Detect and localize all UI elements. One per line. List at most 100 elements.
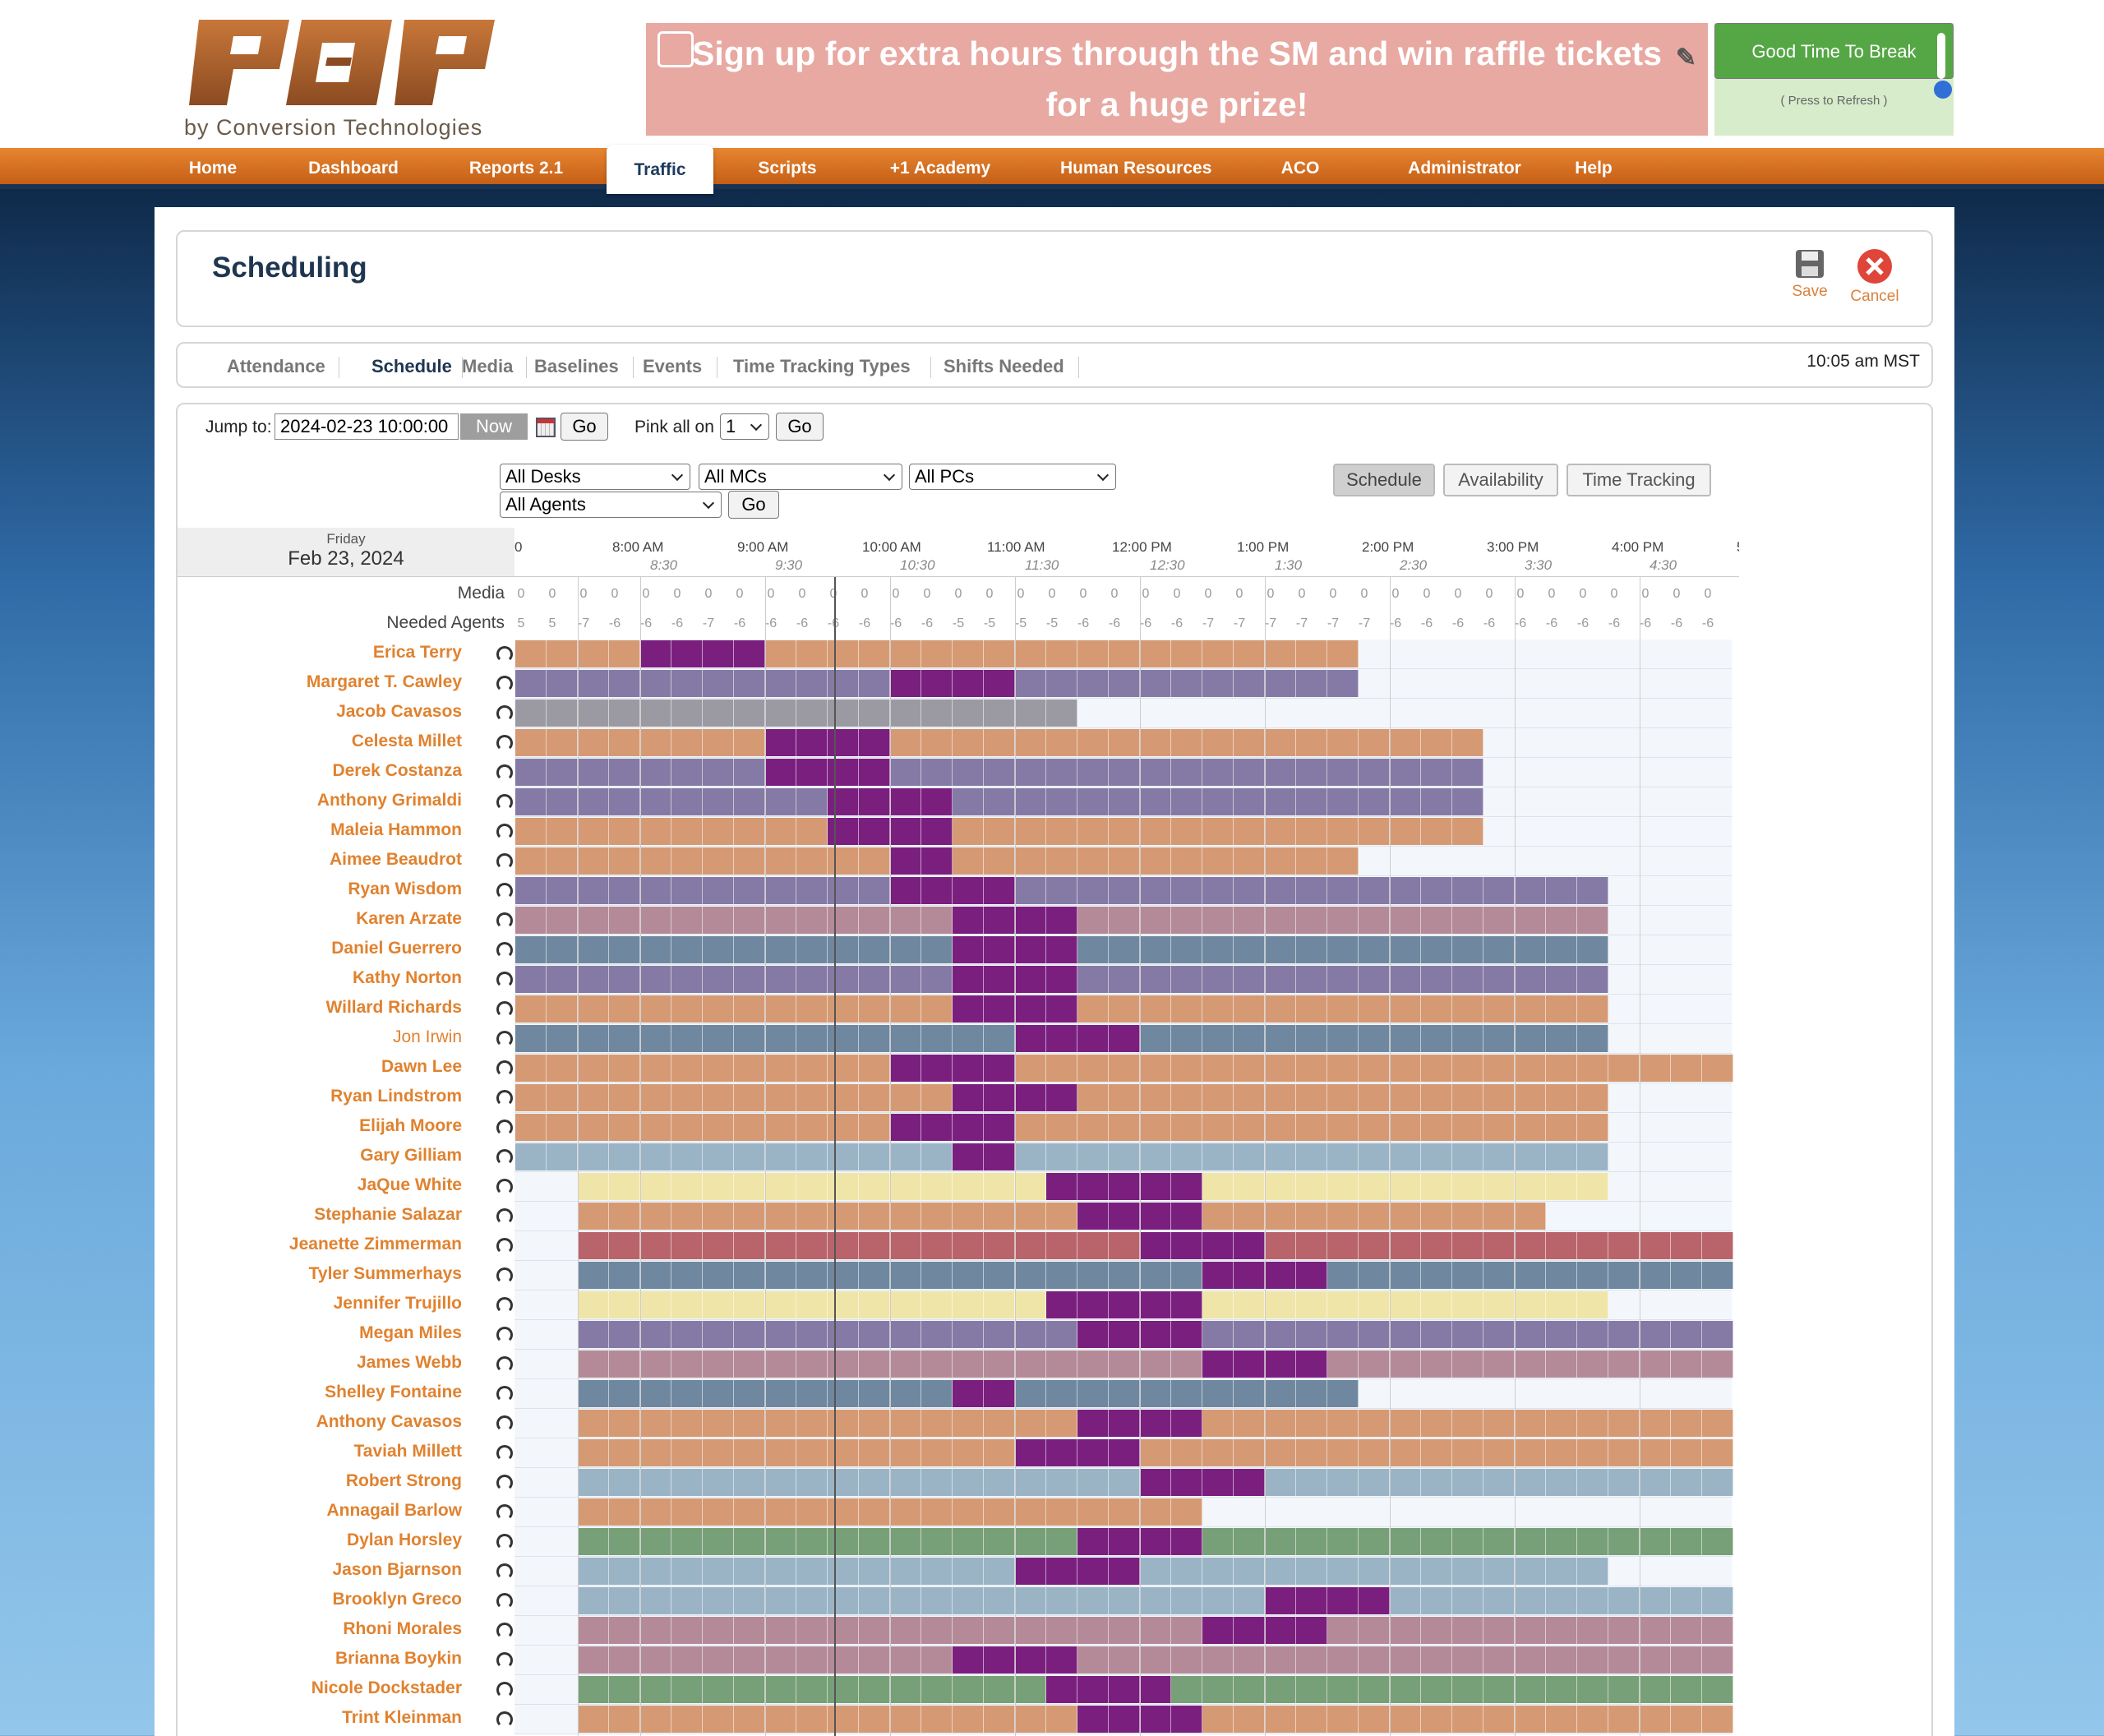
shift-slot[interactable] (1296, 995, 1327, 1023)
shift-slot[interactable] (1640, 1410, 1671, 1437)
shift-slot[interactable] (859, 1380, 890, 1407)
shift-slot[interactable] (890, 1558, 921, 1585)
shift-slot[interactable] (859, 1321, 890, 1348)
shift-slot[interactable] (828, 1439, 859, 1466)
shift-slot[interactable] (1327, 1528, 1359, 1555)
shift-slot[interactable] (609, 936, 640, 963)
shift-slot[interactable] (1577, 1558, 1608, 1585)
shift-slot[interactable] (1483, 1114, 1515, 1141)
shift-slot[interactable] (828, 1380, 859, 1407)
shift-slot[interactable] (1483, 1617, 1515, 1644)
break-slot[interactable] (921, 670, 953, 697)
shift-slot[interactable] (1608, 1055, 1640, 1082)
shift-slot[interactable] (1265, 788, 1296, 815)
shift-slot[interactable] (1015, 1380, 1046, 1407)
shift-slot[interactable] (1483, 1706, 1515, 1733)
shift-slot[interactable] (1140, 907, 1171, 934)
shift-slot[interactable] (1483, 936, 1515, 963)
shift-slot[interactable] (1171, 788, 1202, 815)
break-slot[interactable] (1265, 1262, 1296, 1289)
shift-slot[interactable] (921, 1617, 953, 1644)
shift-slot[interactable] (1421, 1143, 1452, 1170)
shift-slot[interactable] (578, 1558, 609, 1585)
shift-slot[interactable] (1202, 1173, 1234, 1200)
shift-slot[interactable] (1608, 1439, 1640, 1466)
shift-slot[interactable] (1265, 1528, 1296, 1555)
shift-slot[interactable] (1702, 1676, 1733, 1703)
break-slot[interactable] (1046, 966, 1077, 993)
shift-slot[interactable] (1515, 1410, 1546, 1437)
shift-slot[interactable] (515, 1025, 547, 1052)
shift-slot[interactable] (1015, 1410, 1046, 1437)
break-slot[interactable] (828, 788, 859, 815)
shift-slot[interactable] (1296, 1380, 1327, 1407)
shift-slot[interactable] (1452, 1676, 1483, 1703)
shift-slot[interactable] (703, 966, 734, 993)
break-slot[interactable] (1046, 1291, 1077, 1318)
shift-slot[interactable] (1015, 1469, 1046, 1496)
shift-slot[interactable] (1546, 1025, 1577, 1052)
shift-slot[interactable] (640, 907, 671, 934)
agent-name[interactable]: Margaret T. Cawley (306, 672, 462, 691)
shift-slot[interactable] (1452, 1410, 1483, 1437)
break-toggle[interactable] (1937, 33, 1945, 79)
shift-slot[interactable] (1015, 1055, 1046, 1082)
shift-slot[interactable] (578, 1350, 609, 1378)
shift-slot[interactable] (1640, 1055, 1671, 1082)
shift-slot[interactable] (859, 670, 890, 697)
shift-slot[interactable] (796, 936, 828, 963)
break-slot[interactable] (1265, 1350, 1296, 1378)
shift-slot[interactable] (1421, 1469, 1452, 1496)
shift-slot[interactable] (796, 1439, 828, 1466)
shift-slot[interactable] (953, 1203, 984, 1230)
shift-slot[interactable] (1702, 1232, 1733, 1259)
break-slot[interactable] (1202, 1469, 1234, 1496)
shift-slot[interactable] (1202, 877, 1234, 904)
break-slot[interactable] (1202, 1232, 1234, 1259)
shift-slot[interactable] (1483, 1321, 1515, 1348)
break-slot[interactable] (1077, 1173, 1109, 1200)
shift-slot[interactable] (1577, 1617, 1608, 1644)
shift-slot[interactable] (1421, 907, 1452, 934)
shift-slot[interactable] (578, 847, 609, 875)
shift-slot[interactable] (1421, 1528, 1452, 1555)
shift-slot[interactable] (953, 1498, 984, 1526)
shift-slot[interactable] (765, 966, 796, 993)
shift-slot[interactable] (1608, 1706, 1640, 1733)
shift-slot[interactable] (1046, 1232, 1077, 1259)
agent-name[interactable]: Anthony Grimaldi (316, 791, 462, 810)
shift-slot[interactable] (1452, 1084, 1483, 1111)
shift-slot[interactable] (1234, 995, 1265, 1023)
break-slot[interactable] (1171, 1232, 1202, 1259)
shift-slot[interactable] (578, 1617, 609, 1644)
headset-icon[interactable] (496, 1238, 513, 1254)
shift-slot[interactable] (1234, 818, 1265, 845)
nav-help[interactable]: Help (1575, 159, 1613, 178)
agent-name[interactable]: Dylan Horsley (346, 1531, 462, 1549)
shift-slot[interactable] (1359, 1558, 1390, 1585)
shift-slot[interactable] (515, 847, 547, 875)
break-slot[interactable] (1171, 1321, 1202, 1348)
shift-slot[interactable] (1296, 1025, 1327, 1052)
shift-slot[interactable] (765, 1646, 796, 1674)
shift-slot[interactable] (1140, 818, 1171, 845)
shift-slot[interactable] (1546, 936, 1577, 963)
shift-slot[interactable] (1577, 1173, 1608, 1200)
shift-slot[interactable] (734, 1291, 765, 1318)
headset-icon[interactable] (496, 1327, 513, 1343)
shift-slot[interactable] (953, 729, 984, 756)
shift-slot[interactable] (796, 1676, 828, 1703)
shift-slot[interactable] (1171, 1558, 1202, 1585)
shift-slot[interactable] (859, 1350, 890, 1378)
shift-slot[interactable] (1327, 847, 1359, 875)
shift-slot[interactable] (1546, 1410, 1577, 1437)
shift-slot[interactable] (1390, 1203, 1421, 1230)
view-schedule-button[interactable]: Schedule (1333, 464, 1435, 496)
headset-icon[interactable] (496, 676, 513, 692)
shift-slot[interactable] (890, 1587, 921, 1614)
break-slot[interactable] (1171, 1203, 1202, 1230)
shift-slot[interactable] (1077, 1262, 1109, 1289)
shift-slot[interactable] (984, 1706, 1015, 1733)
shift-slot[interactable] (1327, 1084, 1359, 1111)
shift-slot[interactable] (953, 1676, 984, 1703)
